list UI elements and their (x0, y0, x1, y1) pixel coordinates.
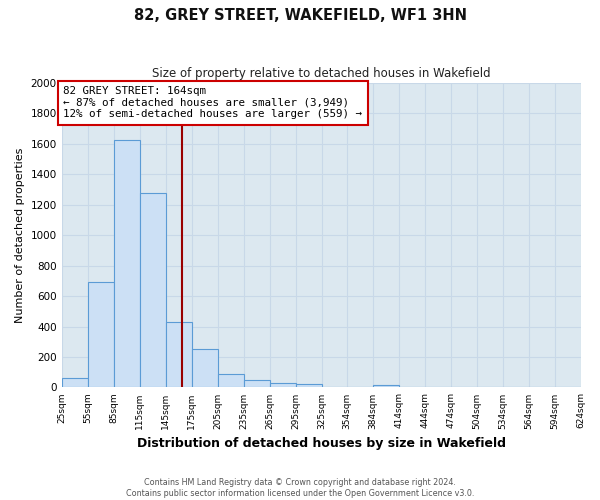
Bar (88, 282, 113, 388)
X-axis label: Distribution of detached houses by size in Wakefield: Distribution of detached houses by size … (137, 437, 506, 450)
Bar (373, 385, 398, 388)
Title: Size of property relative to detached houses in Wakefield: Size of property relative to detached ho… (152, 68, 490, 80)
Text: 82, GREY STREET, WAKEFIELD, WF1 3HN: 82, GREY STREET, WAKEFIELD, WF1 3HN (133, 8, 467, 22)
Bar (218, 374, 244, 388)
Text: Contains HM Land Registry data © Crown copyright and database right 2024.
Contai: Contains HM Land Registry data © Crown c… (126, 478, 474, 498)
Bar (140, 194, 166, 388)
Bar (191, 350, 218, 388)
Bar (269, 383, 296, 388)
Bar (244, 380, 269, 388)
Bar (166, 322, 191, 388)
Bar (113, 140, 140, 388)
Bar (62, 378, 88, 388)
Text: 82 GREY STREET: 164sqm
← 87% of detached houses are smaller (3,949)
12% of semi-: 82 GREY STREET: 164sqm ← 87% of detached… (64, 86, 362, 120)
Bar (296, 384, 322, 388)
Y-axis label: Number of detached properties: Number of detached properties (15, 148, 25, 323)
